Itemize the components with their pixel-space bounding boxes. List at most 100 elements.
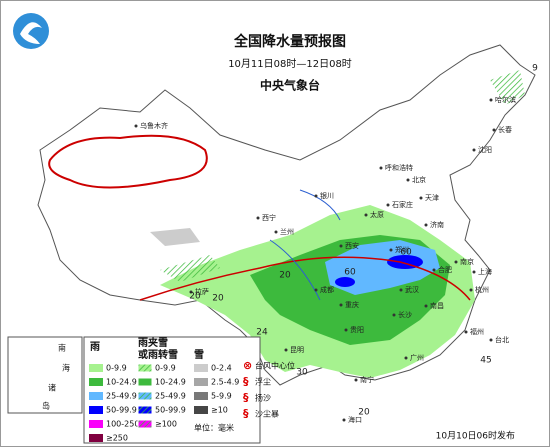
- legend-hatch: [137, 377, 153, 387]
- legend-label: 沙尘暴: [255, 409, 279, 419]
- city-label: 石家庄: [392, 200, 413, 209]
- river: [269, 189, 341, 301]
- city-label: 武汉: [405, 285, 419, 294]
- city-label: 杭州: [475, 285, 489, 294]
- city-label: 南宁: [360, 375, 374, 384]
- legend-hatch: [137, 391, 153, 401]
- city-dot: [189, 290, 193, 294]
- legend-swatch: [89, 364, 103, 372]
- inset-box: [7, 336, 83, 414]
- city-dot: [339, 244, 343, 248]
- inset-label: 岛: [42, 401, 50, 411]
- legend-symbol: §: [243, 407, 249, 420]
- legend-label: 0-9.9: [106, 364, 127, 373]
- legend-title: 雨: [90, 341, 100, 353]
- contour-label: 20: [358, 408, 370, 418]
- contour-label: 60: [344, 268, 356, 278]
- city-dot: [424, 223, 428, 227]
- legend-label: ≥250: [106, 434, 128, 443]
- contour-label: 20: [189, 292, 201, 302]
- city-label: 北京: [412, 175, 426, 184]
- city-label: 海口: [348, 415, 362, 424]
- city-dot: [342, 418, 346, 422]
- city-dot: [472, 148, 476, 152]
- sleet-area: [160, 255, 220, 282]
- city-label: 长春: [498, 125, 512, 134]
- contour-label: 45: [480, 356, 491, 366]
- legend-label: 25-49.9: [155, 392, 186, 401]
- snow-light: [150, 228, 200, 246]
- city-dot: [389, 248, 393, 252]
- city-dot: [454, 260, 458, 264]
- city-label: 呼和浩特: [385, 163, 413, 172]
- city-dot: [314, 288, 318, 292]
- city-label: 拉萨: [195, 287, 209, 296]
- city-label: 西安: [345, 241, 359, 250]
- city-dot: [339, 303, 343, 307]
- temperature-line: [48, 134, 208, 189]
- city-label: 济南: [430, 220, 444, 229]
- legend-label: 台风中心位: [255, 361, 295, 371]
- city-dot: [492, 128, 496, 132]
- inset-label: 诸: [48, 384, 56, 393]
- contour-label: 30: [296, 368, 308, 378]
- city-label: 成都: [320, 285, 334, 294]
- legend-swatch: [89, 392, 103, 400]
- city-dot: [406, 178, 410, 182]
- rain-storm: [335, 277, 355, 287]
- city-label: 沈阳: [478, 145, 492, 154]
- city-label: 太原: [370, 210, 384, 219]
- legend-label: 25-49.9: [106, 392, 137, 401]
- inset-label: 南: [58, 343, 66, 353]
- city-label: 哈尔滨: [495, 95, 516, 104]
- legend-symbol: §: [243, 391, 249, 404]
- legend-swatch: [194, 364, 208, 372]
- city-dot: [354, 378, 358, 382]
- legend-unit: 单位：毫米: [194, 423, 234, 433]
- legend-label: 50-99.9: [155, 406, 186, 415]
- city-dot: [134, 124, 138, 128]
- legend-swatch: [89, 378, 103, 386]
- city-label: 福州: [470, 327, 484, 336]
- city-dot: [364, 213, 368, 217]
- legend-label: 10-24.9: [106, 378, 137, 387]
- sleet-area: [490, 70, 525, 105]
- legend-swatch: [89, 420, 103, 428]
- legend-label: ≥100: [155, 420, 177, 429]
- legend-symbol: ⊗: [243, 359, 252, 372]
- city-label: 兰州: [280, 227, 294, 236]
- title: 全国降水量预报图: [233, 33, 346, 50]
- city-label: 贵阳: [350, 325, 364, 334]
- footer: 10月10日06时发布: [436, 430, 515, 442]
- legend-hatch: [137, 419, 153, 429]
- legend-label: 扬沙: [255, 393, 271, 403]
- legend-label: 100-250: [106, 420, 139, 429]
- city-label: 银川: [320, 191, 334, 200]
- contour-label: 9: [532, 64, 538, 74]
- city-label: 郑州: [395, 246, 409, 254]
- legend-hatch: [137, 405, 153, 415]
- legend-label: 50-99.9: [106, 406, 137, 415]
- city-label: 天津: [425, 194, 439, 202]
- city-label: 台北: [495, 335, 509, 344]
- temperature-line: [139, 256, 471, 301]
- city-label: 重庆: [345, 300, 359, 309]
- city-label: 广州: [410, 353, 424, 362]
- city-label: 昆明: [290, 346, 304, 354]
- legend-label: 0-9.9: [155, 364, 176, 373]
- city-dot: [404, 356, 408, 360]
- contour-label: 60: [400, 248, 412, 258]
- legend-box: [83, 336, 261, 444]
- city-label: 长沙: [398, 310, 412, 319]
- legend-title: 雨夹雪: [138, 336, 168, 349]
- contour-label: 24: [256, 328, 268, 338]
- city-dot: [432, 268, 436, 272]
- legend-title: 雪: [194, 349, 204, 361]
- contour-label: 20: [279, 271, 291, 281]
- legend-label: 2.5-4.9: [211, 378, 239, 387]
- city-dot: [392, 313, 396, 317]
- logo-mark: [20, 22, 42, 44]
- legend-swatch: [89, 434, 103, 442]
- city-label: 乌鲁木齐: [140, 121, 168, 130]
